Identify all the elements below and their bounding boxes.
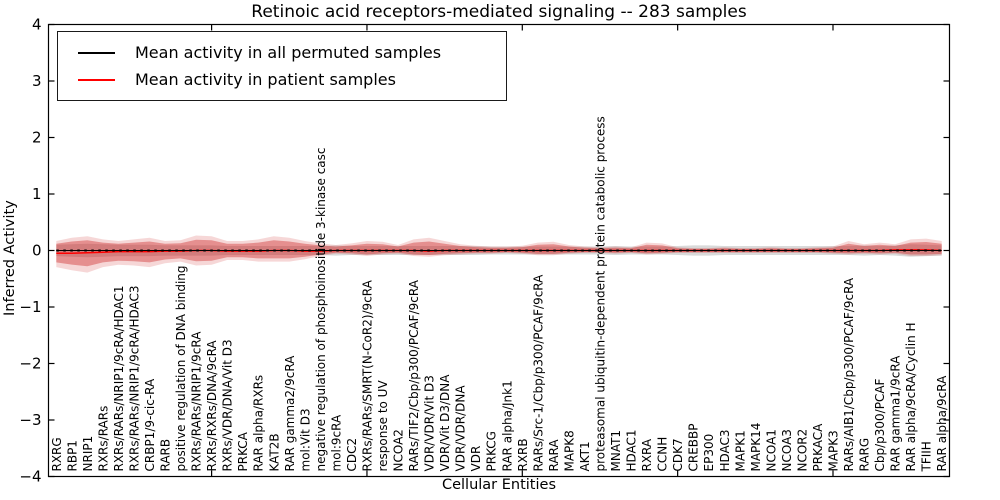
x-category-label: MAPK14 (749, 423, 763, 472)
x-category-label: RBP1 (65, 440, 79, 471)
y-tick-label: −4 (19, 468, 41, 486)
x-category-label: NCOA1 (764, 429, 778, 471)
y-tick-label: 2 (32, 129, 42, 147)
x-category-label: MAPK8 (562, 430, 576, 471)
x-category-label: Cbp/p300/PCAF (873, 378, 887, 471)
x-category-label: VDR (469, 446, 483, 472)
legend-line-red-icon (78, 78, 115, 81)
x-category-label: CDK7 (671, 438, 685, 471)
x-category-label: NCOA2 (392, 429, 406, 471)
y-axis-label: Inferred Activity (2, 200, 18, 316)
x-category-label: CDC2 (345, 438, 359, 472)
x-category-label: RAR alpha/RXRs (252, 375, 266, 472)
legend-item-patient: Mean activity in patient samples (68, 66, 496, 93)
x-category-label: VDR/VDR/Vit D3 (423, 375, 437, 471)
x-category-label: mol:Vit D3 (298, 408, 312, 471)
x-category-label: TFIIH (920, 441, 934, 472)
x-category-label: RARA (547, 439, 561, 472)
y-tick-label: 0 (32, 242, 42, 260)
y-tick-label: −3 (19, 411, 41, 429)
x-category-label: positive regulation of DNA binding (174, 266, 188, 472)
x-category-label: AKT1 (578, 441, 592, 471)
x-category-label: MNAT1 (609, 430, 623, 472)
x-category-label: CCNH (656, 437, 670, 472)
x-category-label: MAPK1 (733, 430, 747, 471)
x-category-label: RAR alpha/9cRA/Cyclin H (904, 322, 918, 471)
legend-label-permuted: Mean activity in all permuted samples (135, 43, 442, 62)
legend-item-permuted: Mean activity in all permuted samples (68, 39, 496, 66)
legend-line-black-icon (78, 51, 115, 54)
x-category-label: RAR gamma1/9cRA (889, 355, 903, 472)
x-category-label: negative regulation of phosphoinositide … (314, 148, 328, 472)
x-category-label: NCOR2 (795, 429, 809, 472)
x-category-label: HDAC3 (718, 429, 732, 471)
legend-label-patient: Mean activity in patient samples (135, 70, 396, 89)
x-category-label: EP300 (702, 434, 716, 472)
x-category-label: response to UV (376, 380, 390, 472)
legend: Mean activity in all permuted samples Me… (57, 31, 507, 101)
y-tick-label: 4 (32, 16, 42, 34)
patient-band (56, 239, 942, 267)
x-category-label: PRKACA (811, 423, 825, 472)
x-category-label: NRIP1 (81, 436, 95, 472)
x-category-label: proteasomal ubiquitin-dependent protein … (594, 116, 608, 471)
x-category-label: RAR alpha/9cRA (935, 375, 949, 472)
x-category-label: KAT2B (267, 433, 281, 471)
x-category-label: RXRs/RARs/NRIP1/9cRA/HDAC1 (112, 285, 126, 471)
x-category-label: mol:9cRA (329, 414, 343, 471)
x-category-label: VDR/Vit D3/DNA (438, 374, 452, 472)
y-tick-label: −2 (19, 355, 41, 373)
x-category-label: RARB (159, 439, 173, 472)
x-category-label: RAR gamma2/9cRA (283, 355, 297, 472)
x-category-label: RARG (858, 438, 872, 472)
x-category-label: RXRs/RARs/NRIP1/9cRA (190, 331, 204, 472)
x-category-label: RARs/TIF2/Cbp/p300/PCAF/9cRA (407, 279, 421, 471)
x-category-label: HDAC1 (625, 429, 639, 471)
y-tick-label: −1 (19, 298, 41, 316)
x-category-label: RXRs/RXRs/DNA/9cRA (205, 340, 219, 472)
x-category-label: PRKCG (485, 431, 499, 471)
chart-title: Retinoic acid receptors-mediated signali… (251, 2, 747, 22)
x-category-label: RXRs/RARs/SMRT(N-CoR2)/9cRA (361, 279, 375, 471)
x-category-label: RXRs/VDR/DNA/Vit D3 (221, 339, 235, 471)
x-category-label: RXRs/RARs/NRIP1/9cRA/HDAC3 (127, 285, 141, 471)
x-category-label: RARs/AIB1/Cbp/p300/PCAF/9cRA (842, 277, 856, 471)
x-category-label: PRKCA (236, 431, 250, 471)
x-category-label: RXRG (50, 437, 64, 471)
x-category-label: RAR alpha/Jnk1 (500, 380, 514, 471)
y-tick-label: 3 (32, 72, 42, 90)
x-category-label: RARs/Src-1/Cbp/p300/PCAF/9cRA (531, 274, 545, 472)
x-category-label: RXRB (516, 438, 530, 471)
y-tick-label: 1 (32, 185, 42, 203)
patient-band-outer (56, 235, 942, 273)
x-category-label: NCOA3 (780, 429, 794, 471)
x-category-label: RXRA (640, 438, 654, 471)
x-category-label: VDR/VDR/DNA (454, 385, 468, 472)
x-category-label: CRBP1/9-cic-RA (143, 378, 157, 472)
x-category-label: CREBBP (687, 424, 701, 472)
x-axis-label: Cellular Entities (441, 477, 557, 493)
x-category-label: MAPK3 (827, 430, 841, 471)
x-category-label: RXRs/RARs (96, 406, 110, 472)
